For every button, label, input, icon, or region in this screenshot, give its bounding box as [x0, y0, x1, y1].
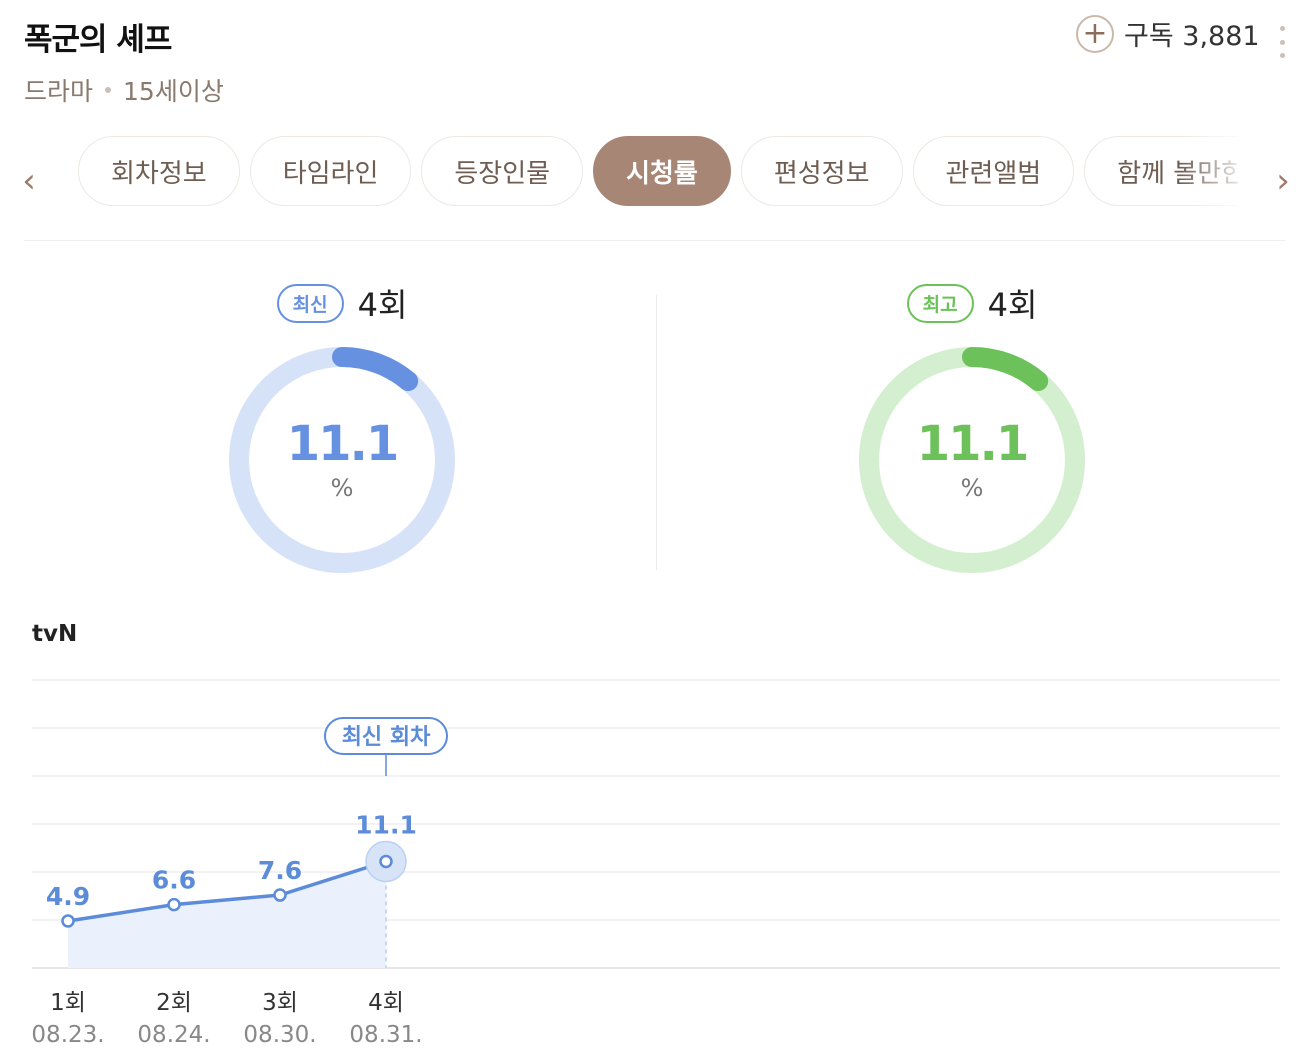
panel-divider [656, 295, 657, 570]
callout-box [324, 717, 448, 755]
x-tick-date: 08.30. [243, 1022, 316, 1048]
x-tick-episode: 4회 [368, 990, 404, 1016]
tab-bar-fade [1180, 136, 1250, 208]
latest-rating-value: 11.1 [286, 416, 399, 472]
tab-6[interactable]: 관련앨범 [912, 136, 1075, 206]
channel-label: tvN [32, 621, 78, 647]
best-badge: 최고 [906, 283, 974, 323]
latest-donut-fill [229, 347, 455, 573]
tab-4[interactable]: 시청률 [593, 136, 731, 206]
tab-3[interactable]: 등장인물 [421, 136, 584, 206]
tab-bar: 회차정보 타임라인 등장인물 시청률 편성정보 관련앨범 함께 볼만한 [78, 136, 1238, 208]
subscribe-button[interactable]: + 구독 3,881 [1076, 14, 1260, 53]
chevron-left-icon[interactable]: ‹ [22, 161, 36, 201]
best-episode: 4회 [987, 286, 1038, 324]
page-title: 폭군의 셰프 [24, 22, 172, 58]
rating-trend-chart: 최신 회차 4.9 1회 08.23. 6.6 2회 08.24. 7.6 3회 08.30. 11… [31, 679, 1280, 1048]
tab-5[interactable]: 편성정보 [740, 136, 903, 206]
best-rating-unit: % [960, 474, 984, 502]
data-label: 4.9 [46, 882, 90, 911]
data-label: 6.6 [152, 866, 196, 895]
latest-rating-unit: % [330, 474, 354, 502]
data-label: 11.1 [355, 810, 417, 839]
latest-rating-donut [229, 347, 455, 573]
data-point[interactable] [273, 888, 287, 902]
x-tick-episode: 2회 [156, 990, 192, 1016]
latest-episode: 4회 [357, 286, 408, 324]
chevron-right-icon[interactable]: › [1276, 161, 1290, 201]
program-meta: 드라마 15세이상 [24, 72, 224, 108]
best-rating-value: 11.1 [916, 416, 1029, 472]
x-tick-episode: 1회 [50, 990, 86, 1016]
best-rating-panel: 최고 4회 11.1 % [772, 270, 1172, 580]
data-label: 7.6 [258, 856, 302, 885]
divider [24, 240, 1286, 241]
x-tick-episode: 3회 [262, 990, 298, 1016]
best-donut-fill [859, 347, 1085, 573]
separator-dot [105, 87, 112, 93]
latest-rating-panel: 최신 4회 11.1 % [142, 270, 542, 580]
data-point[interactable] [61, 914, 75, 928]
latest-badge: 최신 [276, 283, 344, 323]
data-point[interactable] [379, 854, 393, 869]
latest-episode-callout: 최신 회차 [342, 725, 431, 750]
plus-icon: + [1076, 14, 1114, 53]
best-rating-donut [859, 347, 1085, 573]
x-tick-date: 08.31. [349, 1022, 422, 1048]
tab-2[interactable]: 타임라인 [249, 136, 412, 206]
subscribe-count: 구독 3,881 [1124, 21, 1260, 52]
series-line [67, 859, 387, 923]
x-tick-date: 08.24. [137, 1022, 210, 1048]
tab-1[interactable]: 회차정보 [78, 136, 240, 206]
x-tick-date: 08.23. [31, 1022, 104, 1048]
data-point[interactable] [167, 897, 181, 912]
more-options-icon[interactable] [1272, 26, 1292, 58]
genre-label: 드라마 [24, 77, 94, 106]
age-rating-label: 15세이상 [123, 77, 224, 106]
